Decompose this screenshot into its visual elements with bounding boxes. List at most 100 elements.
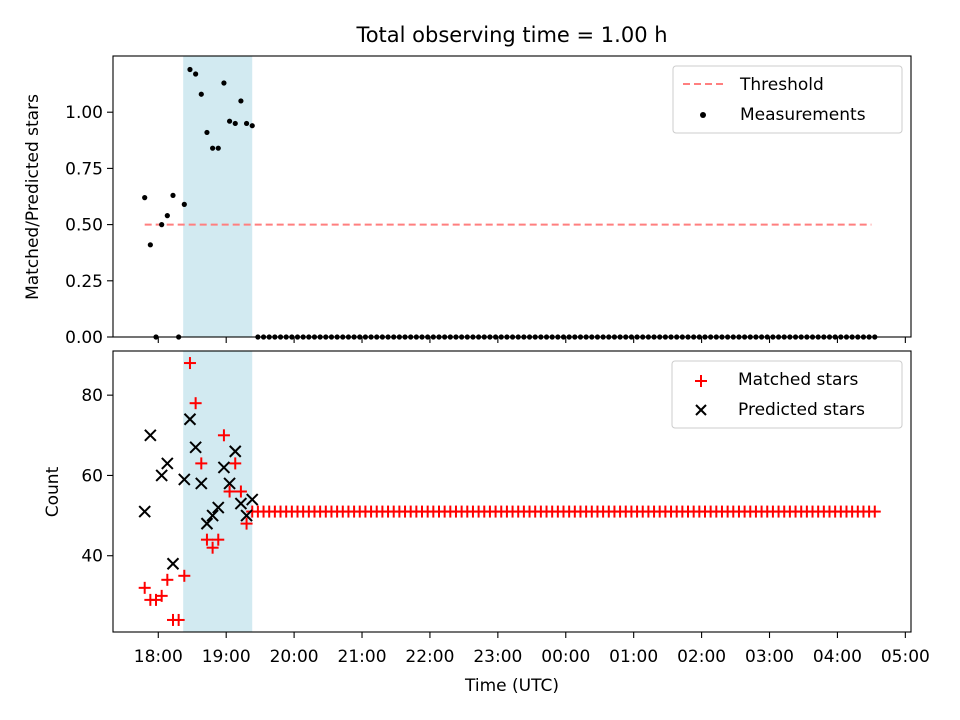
measurement-point <box>243 120 250 127</box>
bottom-plot-frame <box>112 350 912 633</box>
bottom-y-axis: 40 60 80 <box>81 386 113 567</box>
bottom-x-axis: 18:00 19:00 20:00 21:00 22:00 23:00 00:00 01:00… <box>134 632 930 667</box>
legend-measurements-label: Measurements <box>740 105 866 125</box>
legend-threshold-label: Threshold <box>739 75 824 95</box>
matched-star-point <box>868 505 881 518</box>
matched-star-point <box>189 397 202 410</box>
top-plot-frame <box>112 55 912 338</box>
x-tick-label: 05:00 <box>881 647 930 667</box>
predicted-star-point <box>229 445 242 458</box>
x-tick-label: 22:00 <box>405 647 454 667</box>
measurement-point <box>187 66 193 73</box>
measurement-point <box>238 98 244 104</box>
predicted-star-point <box>240 509 253 522</box>
measurement-point <box>142 195 148 201</box>
top-legend: Threshold Measurements <box>672 65 903 134</box>
observing-window-shade <box>183 56 253 337</box>
measurement-point <box>170 192 176 198</box>
measurement-point <box>221 80 227 86</box>
y-tick-label: 0.50 <box>65 216 103 236</box>
predicted-star-point <box>138 505 151 518</box>
predicted-star-point <box>178 473 191 486</box>
x-tick-label: 20:00 <box>270 647 319 667</box>
measurement-point <box>226 118 233 124</box>
measurement-point <box>198 91 204 97</box>
figure-title: Total observing time = 1.00 h <box>355 23 667 47</box>
predicted-star-point <box>217 461 231 474</box>
legend-predicted-swatch <box>695 404 707 416</box>
measurement-point <box>193 71 199 77</box>
measurement-point <box>215 145 221 151</box>
predicted-star-point <box>155 469 168 482</box>
predicted-star-point <box>223 477 236 490</box>
x-tick-label: 04:00 <box>813 647 862 667</box>
bottom-legend-box <box>671 360 903 429</box>
predicted-star-point <box>144 429 157 442</box>
measurement-point <box>232 120 238 127</box>
y-tick-label: 60 <box>81 466 103 486</box>
matched-star-point <box>229 457 242 470</box>
matched-star-point <box>200 533 213 546</box>
top-shaded-region-layer <box>183 56 253 337</box>
measurement-point <box>147 242 153 248</box>
matched-star-point <box>183 357 196 370</box>
bottom-panel: 40 60 80 18:00 19:00 20:00 21:00 22:00 23:00 00:… <box>43 350 930 696</box>
matched-star-point <box>178 569 191 582</box>
predicted-star-point <box>189 441 202 454</box>
top-panel: 0.00 0.25 0.50 0.75 1.00 Matched/Predicted s… <box>23 55 912 348</box>
top-y-axis: 0.00 0.25 0.50 0.75 1.00 <box>65 103 113 348</box>
predicted-star-point <box>212 501 225 514</box>
top-legend-box <box>672 65 903 134</box>
matched-star-point <box>155 589 168 602</box>
x-tick-label: 03:00 <box>745 647 794 667</box>
measurement-point <box>210 145 216 151</box>
top-y-axis-label: Matched/Predicted stars <box>23 94 43 300</box>
bottom-marks-layer <box>138 357 881 626</box>
bottom-y-axis-label: Count <box>43 466 63 517</box>
matched-star-point <box>234 485 247 498</box>
legend-matched-label: Matched stars <box>738 370 858 390</box>
matched-star-point <box>172 613 185 626</box>
measurement-point <box>159 222 165 228</box>
matched-star-point <box>161 573 174 586</box>
x-tick-label: 00:00 <box>541 647 590 667</box>
matched-star-point <box>138 581 151 594</box>
x-tick-label: 02:00 <box>677 647 726 667</box>
measurement-point <box>249 123 255 129</box>
matched-star-point <box>206 541 219 554</box>
bottom-legend: Matched stars Predicted stars <box>671 360 903 429</box>
matched-star-point <box>240 517 253 530</box>
legend-predicted-label: Predicted stars <box>738 400 865 420</box>
x-tick-label: 18:00 <box>134 647 183 667</box>
matched-star-point <box>212 533 225 546</box>
matched-star-point <box>217 429 230 442</box>
y-tick-label: 1.00 <box>65 103 103 123</box>
measurement-point <box>204 129 210 136</box>
x-tick-label: 19:00 <box>202 647 251 667</box>
top-x-axis <box>157 337 906 343</box>
predicted-star-point <box>161 457 174 470</box>
y-tick-label: 0.75 <box>65 159 103 179</box>
predicted-star-point <box>234 497 248 510</box>
predicted-star-point <box>200 517 214 530</box>
y-tick-label: 40 <box>81 547 103 567</box>
legend-matched-swatch <box>695 375 707 387</box>
matched-star-point <box>195 457 208 470</box>
predicted-star-point <box>166 557 180 570</box>
measurement-point <box>181 201 187 207</box>
y-tick-label: 80 <box>81 386 103 406</box>
x-tick-label: 21:00 <box>338 647 387 667</box>
x-tick-label: 23:00 <box>473 647 522 667</box>
legend-measurements-swatch <box>700 112 706 118</box>
y-tick-label: 0.25 <box>65 272 103 292</box>
bottom-x-axis-label: Time (UTC) <box>464 676 559 696</box>
predicted-star-point <box>246 493 259 506</box>
predicted-star-point <box>195 477 208 490</box>
predicted-star-point <box>183 413 197 426</box>
x-tick-label: 01:00 <box>609 647 658 667</box>
matched-star-point <box>223 485 236 498</box>
y-tick-label: 0.00 <box>65 328 103 348</box>
predicted-star-point <box>206 509 219 522</box>
measurement-point <box>164 213 170 219</box>
